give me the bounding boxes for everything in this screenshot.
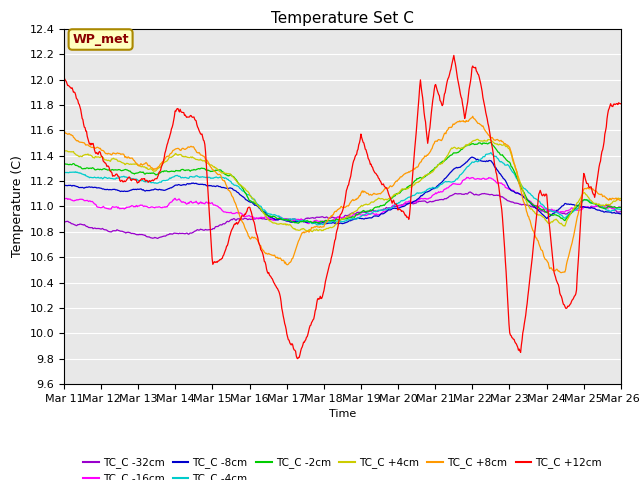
Text: WP_met: WP_met (72, 33, 129, 46)
Y-axis label: Temperature (C): Temperature (C) (11, 156, 24, 257)
X-axis label: Time: Time (329, 409, 356, 419)
Legend: TC_C -32cm, TC_C -16cm, TC_C -8cm, TC_C -4cm, TC_C -2cm, TC_C +4cm, TC_C +8cm, T: TC_C -32cm, TC_C -16cm, TC_C -8cm, TC_C … (79, 453, 606, 480)
Title: Temperature Set C: Temperature Set C (271, 11, 414, 26)
